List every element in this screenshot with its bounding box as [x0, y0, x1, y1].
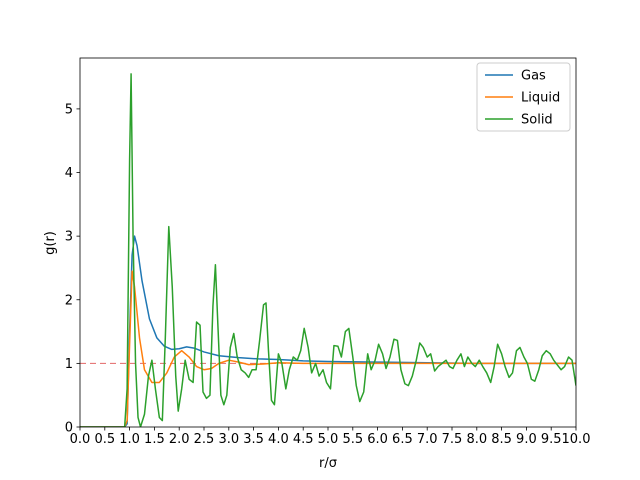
x-tick-label: 5.5: [342, 432, 363, 447]
x-axis-label: r/σ: [319, 456, 337, 471]
y-tick-label: 1: [65, 357, 73, 372]
legend-label-solid: Solid: [521, 113, 553, 128]
x-tick-label: 6.5: [392, 432, 413, 447]
x-tick-label: 7.5: [442, 432, 463, 447]
x-tick-label: 9.5: [541, 432, 562, 447]
x-tick-label: 9.0: [516, 432, 537, 447]
legend-label-liquid: Liquid: [521, 91, 560, 106]
x-tick-label: 5.0: [318, 432, 339, 447]
y-tick-label: 3: [65, 230, 73, 245]
x-tick-label: 2.5: [194, 432, 215, 447]
y-tick-label: 4: [65, 166, 73, 181]
x-tick-label: 7.0: [417, 432, 438, 447]
x-tick-label: 10.0: [562, 432, 591, 447]
x-tick-label: 2.0: [169, 432, 190, 447]
legend-box: [476, 62, 571, 132]
y-tick-label: 5: [65, 102, 73, 117]
y-axis-label: g(r): [43, 231, 58, 255]
x-tick-label: 3.5: [243, 432, 264, 447]
x-tick-label: 4.0: [268, 432, 289, 447]
axes: 0.0 0.5 1.0 1.5 2.0 2.5 3.0 3.5 4.0 4.5 5.0 5.5 6.0 6…: [65, 57, 591, 447]
x-tick-label: 4.5: [293, 432, 314, 447]
plot-area: [80, 73, 576, 427]
x-tick-label: 8.0: [466, 432, 487, 447]
legend-label-gas: Gas: [521, 69, 546, 84]
x-tick-label: 1.0: [119, 432, 140, 447]
x-tick-label: 0.0: [70, 432, 91, 447]
x-tick-label: 8.5: [491, 432, 512, 447]
x-tick-label: 0.5: [94, 432, 115, 447]
legend: Gas Liquid Solid: [476, 62, 571, 132]
x-tick-label: 3.0: [218, 432, 239, 447]
x-tick-label: 6.0: [367, 432, 388, 447]
y-tick-label: 2: [65, 293, 73, 308]
x-tick-label: 1.5: [144, 432, 165, 447]
series-line-solid: [80, 73, 576, 427]
y-tick-label: 0: [65, 421, 73, 436]
